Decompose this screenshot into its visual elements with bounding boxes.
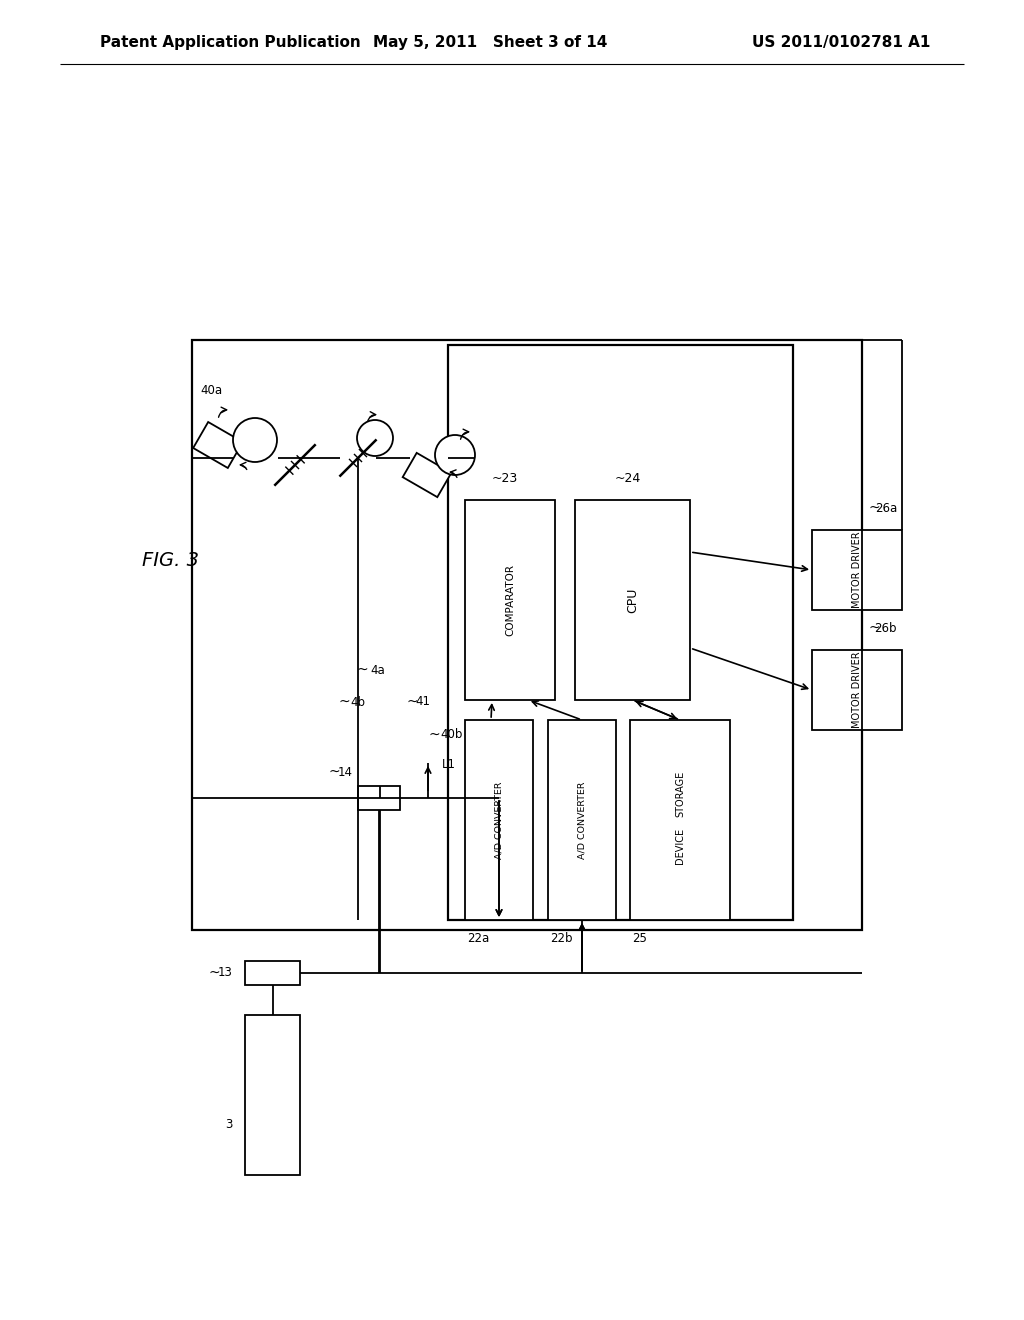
Text: ~: ~ <box>868 620 880 635</box>
Text: 4b: 4b <box>350 696 365 709</box>
FancyBboxPatch shape <box>245 961 300 985</box>
Text: ~: ~ <box>429 729 440 742</box>
Text: COMPARATOR: COMPARATOR <box>505 564 515 636</box>
FancyBboxPatch shape <box>358 785 400 810</box>
Text: FIG. 3: FIG. 3 <box>141 550 199 569</box>
Circle shape <box>233 418 278 462</box>
FancyBboxPatch shape <box>575 500 690 700</box>
Text: L1: L1 <box>442 758 456 771</box>
Text: 40a: 40a <box>200 384 222 396</box>
Text: MOTOR DRIVER: MOTOR DRIVER <box>852 532 862 609</box>
Text: ~: ~ <box>329 766 340 779</box>
Text: Patent Application Publication: Patent Application Publication <box>100 34 360 49</box>
FancyBboxPatch shape <box>812 649 902 730</box>
Polygon shape <box>194 422 243 469</box>
Text: 3: 3 <box>225 1118 233 1131</box>
FancyBboxPatch shape <box>548 719 616 920</box>
FancyBboxPatch shape <box>465 500 555 700</box>
FancyBboxPatch shape <box>449 345 793 920</box>
Circle shape <box>435 436 475 475</box>
Text: 40b: 40b <box>440 729 463 742</box>
Text: 41: 41 <box>415 696 430 708</box>
FancyBboxPatch shape <box>245 1015 300 1175</box>
Text: 14: 14 <box>338 766 353 779</box>
Text: STORAGE: STORAGE <box>675 771 685 817</box>
Text: ~: ~ <box>357 663 369 677</box>
Text: US 2011/0102781 A1: US 2011/0102781 A1 <box>752 34 930 49</box>
Text: A/D CONVERTER: A/D CONVERTER <box>578 781 587 859</box>
Text: DEVICE: DEVICE <box>675 828 685 865</box>
Text: MOTOR DRIVER: MOTOR DRIVER <box>852 652 862 729</box>
Text: 25: 25 <box>632 932 647 945</box>
Text: 26b: 26b <box>874 622 897 635</box>
Text: ~: ~ <box>338 696 349 709</box>
Text: ~: ~ <box>868 502 880 515</box>
Text: ~: ~ <box>407 694 418 709</box>
Text: ~24: ~24 <box>614 471 641 484</box>
FancyBboxPatch shape <box>465 719 534 920</box>
Text: CPU: CPU <box>626 587 639 612</box>
Text: ~23: ~23 <box>492 471 518 484</box>
Text: 26a: 26a <box>874 502 897 515</box>
Text: May 5, 2011   Sheet 3 of 14: May 5, 2011 Sheet 3 of 14 <box>373 34 607 49</box>
Text: 4a: 4a <box>370 664 385 676</box>
FancyBboxPatch shape <box>193 341 862 931</box>
Text: 13: 13 <box>218 966 233 979</box>
Text: 22a: 22a <box>467 932 489 945</box>
FancyBboxPatch shape <box>812 531 902 610</box>
Circle shape <box>357 420 393 455</box>
Text: 22b: 22b <box>550 932 572 945</box>
Polygon shape <box>402 453 452 498</box>
Text: A/D CONVERTER: A/D CONVERTER <box>495 781 504 859</box>
FancyBboxPatch shape <box>630 719 730 920</box>
Text: ~: ~ <box>208 966 220 979</box>
